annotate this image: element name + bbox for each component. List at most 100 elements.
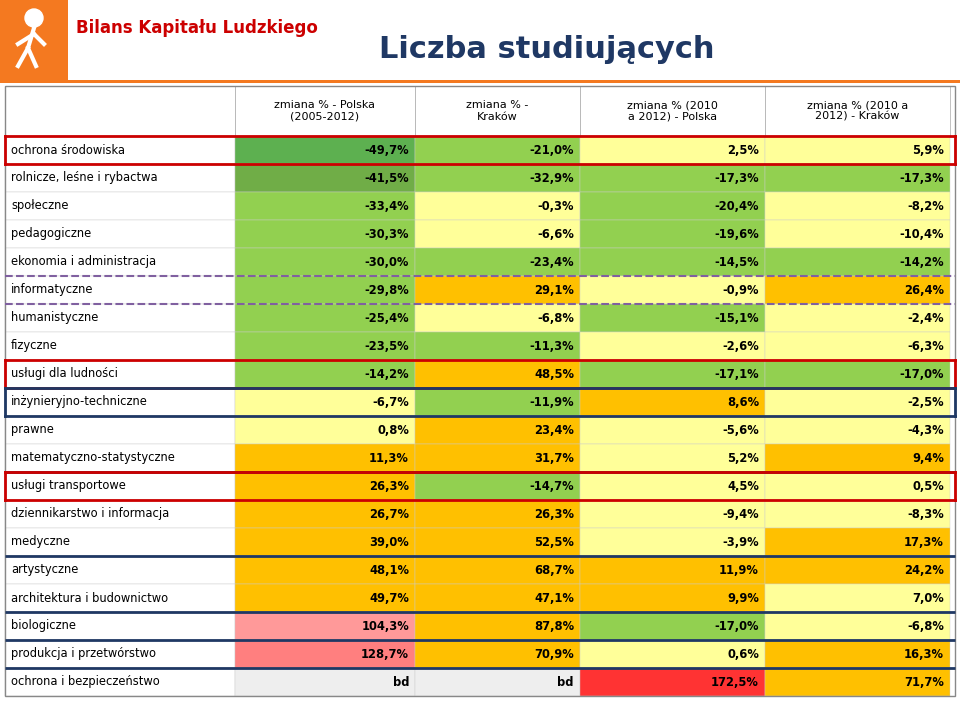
Text: -32,9%: -32,9% [529,171,574,184]
Text: -4,3%: -4,3% [907,424,944,437]
Text: 26,4%: 26,4% [904,283,944,296]
Bar [765,388,950,416]
Bar [5,304,235,332]
Bar [580,86,765,136]
Bar [5,640,235,668]
Bar [765,584,950,612]
Text: -17,3%: -17,3% [900,171,944,184]
Bar [235,248,415,276]
Text: 24,2%: 24,2% [904,563,944,576]
Text: 23,4%: 23,4% [534,424,574,437]
Bar [235,136,415,164]
Text: 104,3%: 104,3% [361,620,409,633]
Bar [235,276,415,304]
Bar [415,472,580,500]
Text: 49,7%: 49,7% [370,591,409,604]
Text: -6,8%: -6,8% [907,620,944,633]
Bar [5,164,235,192]
Text: -3,9%: -3,9% [722,536,759,549]
Bar [765,86,950,136]
Text: -0,9%: -0,9% [723,283,759,296]
Bar [5,668,235,696]
Text: -17,1%: -17,1% [714,367,759,380]
Text: architektura i budownictwo: architektura i budownictwo [11,591,168,604]
Bar [415,500,580,528]
Text: ochrona i bezpieczeństwo: ochrona i bezpieczeństwo [11,675,159,688]
Text: usługi transportowe: usługi transportowe [11,479,126,492]
Bar [415,584,580,612]
Bar [580,500,765,528]
Bar [415,192,580,220]
Bar [235,500,415,528]
Bar [235,612,415,640]
Bar [5,584,235,612]
Bar [415,388,580,416]
Text: -30,3%: -30,3% [365,228,409,241]
Text: 5,9%: 5,9% [912,143,944,156]
Bar [5,472,235,500]
Bar [235,86,415,136]
Bar [580,444,765,472]
Bar [5,248,235,276]
Text: 48,5%: 48,5% [534,367,574,380]
Text: 47,1%: 47,1% [534,591,574,604]
Text: -23,5%: -23,5% [365,340,409,353]
Bar [5,500,235,528]
Bar [580,332,765,360]
Text: rolnicze, leśne i rybactwa: rolnicze, leśne i rybactwa [11,171,157,184]
Bar [5,192,235,220]
Text: -14,7%: -14,7% [529,479,574,492]
Text: 5,2%: 5,2% [727,451,759,464]
Text: dziennikarstwo i informacja: dziennikarstwo i informacja [11,508,169,521]
Bar [765,276,950,304]
Text: 26,3%: 26,3% [369,479,409,492]
Bar [765,528,950,556]
Bar [580,416,765,444]
Text: bd: bd [393,675,409,688]
Text: 31,7%: 31,7% [534,451,574,464]
Text: 8,6%: 8,6% [727,395,759,408]
Text: -17,3%: -17,3% [714,171,759,184]
Text: 29,1%: 29,1% [534,283,574,296]
Bar [5,528,235,556]
Bar [580,528,765,556]
Bar [5,136,235,164]
Bar [235,556,415,584]
Text: 0,8%: 0,8% [377,424,409,437]
Bar [765,192,950,220]
Text: -49,7%: -49,7% [365,143,409,156]
Text: -10,4%: -10,4% [900,228,944,241]
Bar [415,668,580,696]
Text: 26,3%: 26,3% [534,508,574,521]
Bar [415,332,580,360]
Bar [580,556,765,584]
Bar [235,360,415,388]
Bar [765,668,950,696]
Bar [235,388,415,416]
Bar [415,612,580,640]
Text: 68,7%: 68,7% [534,563,574,576]
Text: -5,6%: -5,6% [722,424,759,437]
Text: matematyczno-statystyczne: matematyczno-statystyczne [11,451,175,464]
Bar [580,360,765,388]
Text: -6,7%: -6,7% [372,395,409,408]
Bar [415,248,580,276]
Bar [765,472,950,500]
Text: ochrona środowiska: ochrona środowiska [11,143,125,156]
Text: 39,0%: 39,0% [370,536,409,549]
Bar [765,304,950,332]
Bar [415,360,580,388]
Text: 70,9%: 70,9% [535,648,574,661]
Text: -33,4%: -33,4% [365,200,409,213]
Text: -2,5%: -2,5% [907,395,944,408]
Text: zmiana % -
Kraków: zmiana % - Kraków [467,100,529,121]
Text: 11,9%: 11,9% [719,563,759,576]
Text: -41,5%: -41,5% [365,171,409,184]
Text: prawne: prawne [11,424,54,437]
Text: 4,5%: 4,5% [727,479,759,492]
Bar [235,444,415,472]
Text: 7,0%: 7,0% [912,591,944,604]
Bar [235,304,415,332]
Text: 2,5%: 2,5% [727,143,759,156]
Text: -6,6%: -6,6% [538,228,574,241]
